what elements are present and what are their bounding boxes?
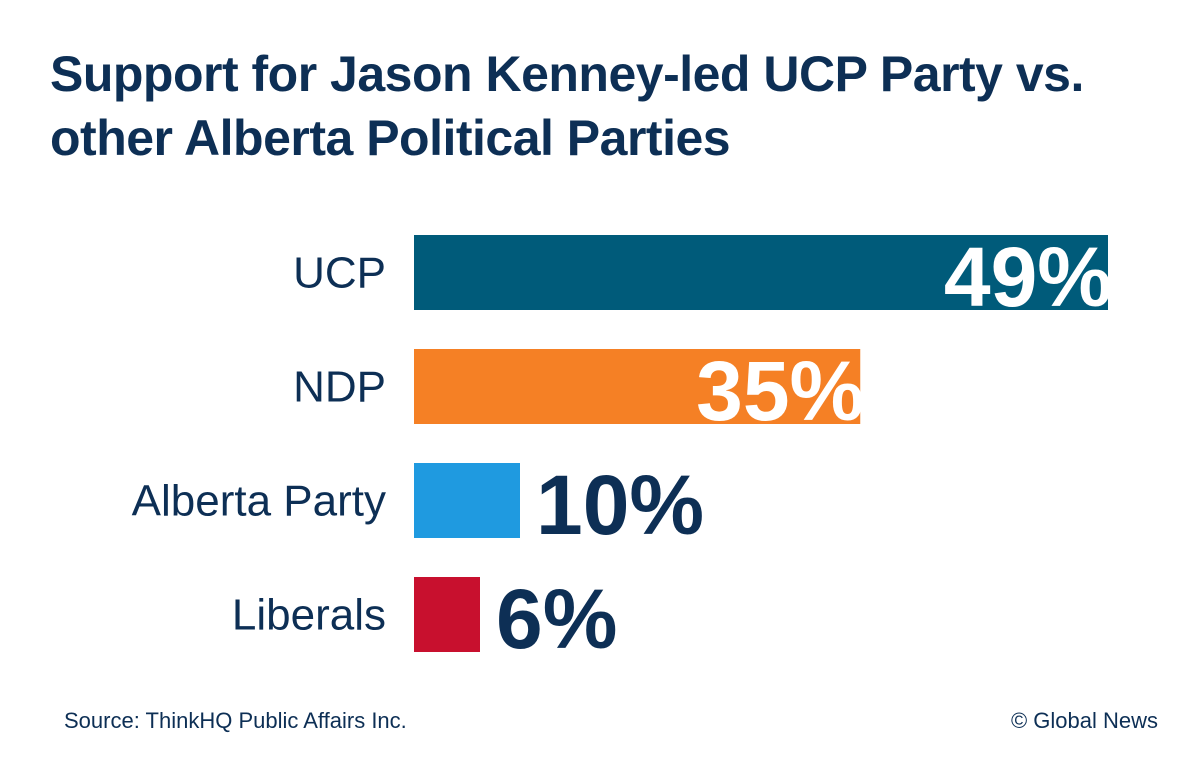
chart-title: Support for Jason Kenney-led UCP Party v… bbox=[50, 46, 1084, 166]
data-label: 49% bbox=[944, 230, 1112, 324]
data-label: 10% bbox=[536, 458, 704, 552]
copyright-credit: © Global News bbox=[1010, 708, 1158, 733]
bar-alberta-party bbox=[414, 463, 520, 538]
source-note: Source: ThinkHQ Public Affairs Inc. bbox=[64, 708, 407, 733]
bar-ndp bbox=[414, 349, 861, 424]
category-label: NDP bbox=[293, 363, 386, 412]
data-label: 35% bbox=[696, 344, 864, 438]
bar-ucp bbox=[414, 235, 1108, 310]
data-label: 6% bbox=[496, 572, 617, 666]
bar-liberals bbox=[414, 577, 480, 652]
category-label: Alberta Party bbox=[132, 477, 386, 526]
category-label: Liberals bbox=[232, 591, 386, 640]
category-label: UCP bbox=[293, 249, 386, 298]
